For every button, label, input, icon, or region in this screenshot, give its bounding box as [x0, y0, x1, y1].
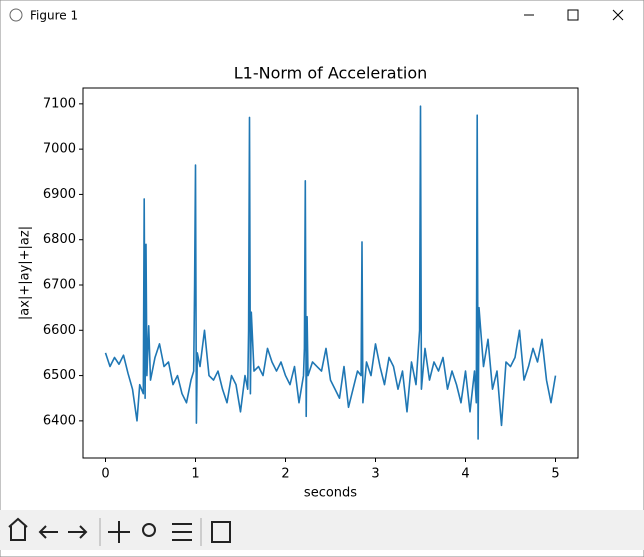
y-tick-label: 6600	[43, 323, 76, 338]
y-tick-label: 6500	[43, 368, 76, 383]
x-tick-label: 0	[101, 467, 109, 482]
save-button[interactable]	[211, 521, 231, 543]
y-tick-label: 6900	[43, 187, 76, 202]
home-button[interactable]	[8, 517, 28, 541]
chart-title: L1-Norm of Acceleration	[234, 64, 428, 83]
y-tick-label: 6700	[43, 278, 76, 293]
zoom-button[interactable]	[142, 523, 156, 537]
y-tick-label: 6400	[43, 413, 76, 428]
y-tick-label: 7000	[43, 142, 76, 157]
x-axis-label: seconds	[304, 486, 357, 501]
forward-button[interactable]	[68, 525, 88, 539]
x-tick-label: 5	[551, 467, 559, 482]
x-tick-label: 2	[281, 467, 289, 482]
app-icon	[9, 8, 23, 22]
window-title: Figure 1	[30, 9, 78, 23]
y-tick-label: 6800	[43, 232, 76, 247]
close[interactable]	[612, 9, 624, 21]
x-tick-label: 1	[191, 467, 199, 482]
data-line	[104, 105, 557, 440]
plot-frame	[82, 87, 579, 459]
pan-button[interactable]	[108, 521, 130, 543]
y-axis-label: |ax|+|ay|+|az|	[18, 226, 33, 320]
y-tick-label: 7100	[43, 96, 76, 111]
configure-button[interactable]	[172, 523, 192, 541]
x-tick-label: 3	[371, 467, 379, 482]
toolbar	[0, 510, 644, 550]
back-button[interactable]	[38, 525, 58, 539]
maximize[interactable]	[567, 9, 579, 21]
x-tick-label: 4	[461, 467, 469, 482]
